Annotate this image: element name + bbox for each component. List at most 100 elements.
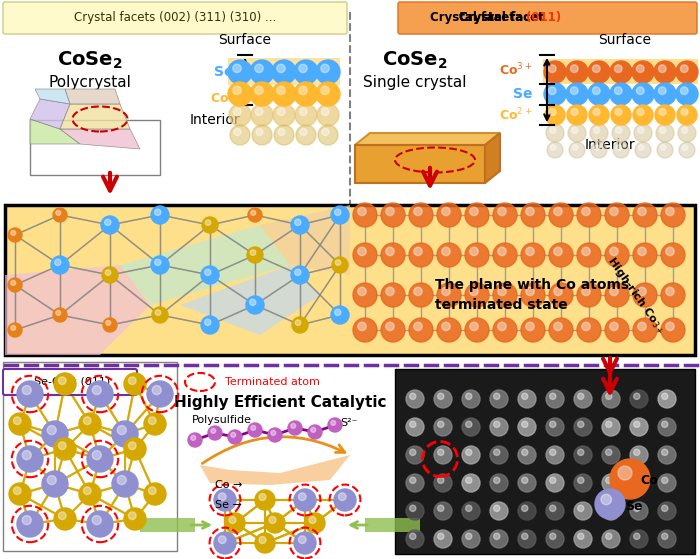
Circle shape: [434, 390, 452, 408]
Circle shape: [233, 86, 242, 94]
Circle shape: [290, 424, 295, 428]
Circle shape: [309, 517, 316, 523]
Circle shape: [247, 247, 263, 263]
Polygon shape: [180, 265, 320, 335]
Circle shape: [638, 145, 644, 150]
Circle shape: [10, 325, 15, 330]
Circle shape: [494, 505, 500, 511]
Circle shape: [47, 476, 56, 485]
Circle shape: [300, 129, 307, 135]
Circle shape: [381, 243, 405, 267]
Circle shape: [92, 386, 102, 395]
Circle shape: [188, 433, 202, 447]
Circle shape: [591, 142, 607, 158]
Circle shape: [630, 502, 648, 520]
Circle shape: [335, 260, 341, 266]
Circle shape: [521, 243, 545, 267]
Circle shape: [414, 322, 422, 330]
Circle shape: [311, 428, 316, 432]
Circle shape: [578, 421, 584, 428]
FancyBboxPatch shape: [140, 518, 195, 532]
Circle shape: [490, 502, 508, 520]
Circle shape: [434, 418, 452, 436]
Circle shape: [661, 203, 685, 227]
Circle shape: [298, 493, 306, 500]
Circle shape: [659, 65, 666, 73]
Circle shape: [676, 61, 698, 83]
Text: Interior: Interior: [584, 138, 636, 152]
Circle shape: [550, 127, 556, 134]
Circle shape: [634, 124, 652, 142]
Circle shape: [550, 449, 556, 456]
FancyBboxPatch shape: [365, 518, 420, 532]
Circle shape: [577, 283, 601, 307]
Circle shape: [291, 266, 309, 284]
Circle shape: [17, 446, 43, 472]
Circle shape: [13, 417, 21, 424]
Circle shape: [462, 446, 480, 464]
Circle shape: [291, 216, 309, 234]
Circle shape: [466, 449, 472, 456]
Circle shape: [409, 283, 433, 307]
Circle shape: [630, 390, 648, 408]
Circle shape: [633, 105, 653, 125]
Circle shape: [633, 243, 657, 267]
Circle shape: [381, 318, 405, 342]
Circle shape: [92, 515, 102, 525]
Circle shape: [321, 86, 329, 94]
Circle shape: [10, 230, 15, 235]
Circle shape: [634, 505, 640, 511]
Circle shape: [358, 207, 366, 216]
Circle shape: [434, 474, 452, 492]
Circle shape: [151, 256, 169, 274]
Circle shape: [305, 513, 325, 533]
Circle shape: [335, 209, 341, 215]
Circle shape: [9, 413, 31, 435]
Circle shape: [662, 449, 668, 456]
Circle shape: [353, 318, 377, 342]
Circle shape: [434, 502, 452, 520]
Text: Polycrystal: Polycrystal: [48, 74, 132, 89]
Circle shape: [522, 533, 528, 539]
Text: Se →: Se →: [215, 500, 242, 510]
Circle shape: [658, 390, 676, 408]
Circle shape: [571, 108, 578, 116]
Circle shape: [574, 474, 592, 492]
Polygon shape: [355, 145, 485, 183]
Circle shape: [191, 435, 196, 440]
Circle shape: [268, 428, 282, 442]
Circle shape: [662, 477, 668, 484]
Circle shape: [410, 449, 416, 456]
Circle shape: [147, 381, 173, 407]
Circle shape: [615, 65, 622, 73]
Circle shape: [588, 83, 610, 105]
Circle shape: [493, 243, 517, 267]
Circle shape: [574, 418, 592, 436]
Circle shape: [410, 505, 416, 511]
Circle shape: [602, 530, 620, 548]
Text: Highly Efficient Catalytic: Highly Efficient Catalytic: [174, 396, 386, 410]
Text: Se: Se: [625, 500, 643, 513]
Polygon shape: [35, 89, 70, 104]
Circle shape: [546, 502, 564, 520]
Circle shape: [271, 430, 276, 435]
Circle shape: [386, 322, 394, 330]
Circle shape: [201, 266, 219, 284]
Circle shape: [79, 483, 101, 505]
Circle shape: [438, 533, 444, 539]
Text: High-rich Co$_{3+}$: High-rich Co$_{3+}$: [604, 254, 668, 337]
Text: Surface: Surface: [218, 33, 272, 47]
FancyBboxPatch shape: [398, 2, 697, 34]
Circle shape: [410, 421, 416, 428]
Circle shape: [606, 421, 612, 428]
Circle shape: [662, 533, 668, 539]
Circle shape: [292, 317, 308, 333]
Circle shape: [498, 322, 506, 330]
Text: terminated state: terminated state: [435, 298, 568, 312]
Circle shape: [9, 483, 31, 505]
Circle shape: [522, 421, 528, 428]
Circle shape: [410, 477, 416, 484]
Circle shape: [547, 142, 563, 158]
Circle shape: [251, 425, 256, 430]
Circle shape: [680, 87, 688, 94]
